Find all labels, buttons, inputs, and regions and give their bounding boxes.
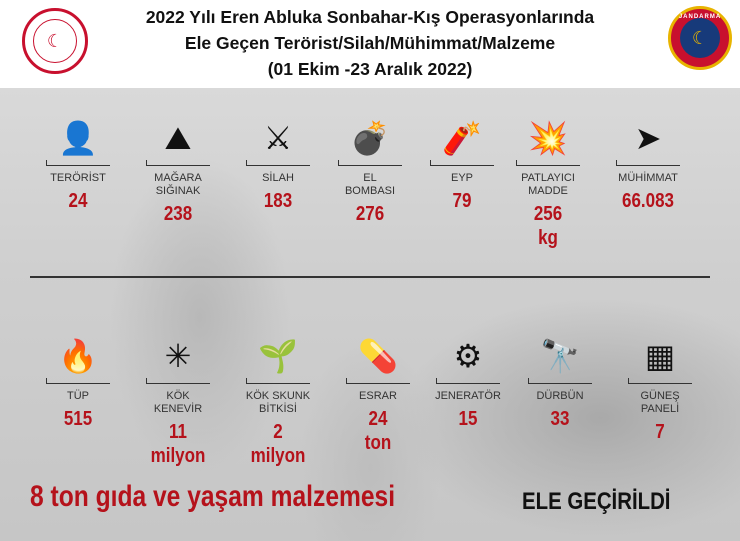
stat-value: 2 milyon <box>250 421 306 467</box>
stat-item: 🧨 EYP 79 <box>412 118 512 213</box>
stat-value: 66.083 <box>621 190 674 212</box>
stat-label: KÖK KENEVİR <box>153 390 203 415</box>
generator-icon: ⚙ <box>453 338 483 374</box>
sprout-icon: 🌱 <box>258 338 298 374</box>
jandarma-logo: JANDARMA ☾ <box>668 6 732 70</box>
stat-value: 515 <box>63 408 93 430</box>
stat-value: 238 <box>163 203 193 225</box>
icon-baseline <box>616 160 680 166</box>
stat-value: 33 <box>550 408 570 430</box>
stat-label: MÜHİMMAT <box>618 172 678 184</box>
stat-item: ⛰ MAĞARA SIĞINAK 238 <box>128 118 228 226</box>
header: ☾ 2022 Yılı Eren Abluka Sonbahar-Kış Ope… <box>0 0 740 88</box>
gas-cylinder-icon: 🔥 <box>58 338 98 374</box>
stat-item: ➤ MÜHİMMAT 66.083 <box>598 118 698 213</box>
stat-label: TÜP <box>67 390 89 402</box>
seized-text: ELE GEÇİRİLDİ <box>522 488 671 515</box>
stat-value: 7 <box>655 421 665 443</box>
stat-label: ESRAR <box>359 390 397 402</box>
terrorist-icon: 👤 <box>58 120 98 156</box>
stat-item: 💊 ESRAR 24 ton <box>328 336 428 455</box>
stat-label: GÜNEŞ PANELİ <box>640 390 680 415</box>
icon-baseline <box>516 160 580 166</box>
grenade-icon: 💣 <box>350 120 390 156</box>
stat-item: 🌱 KÖK SKUNK BİTKİSİ 2 milyon <box>228 336 328 468</box>
stat-item: 🔭 DÜRBÜN 33 <box>510 336 610 431</box>
solar-panel-icon: ▦ <box>644 338 676 374</box>
bullet-icon: ➤ <box>634 120 662 156</box>
stat-label: SİLAH <box>262 172 294 184</box>
icon-baseline <box>346 378 410 384</box>
icon-baseline <box>628 378 692 384</box>
stat-value: 183 <box>263 190 293 212</box>
food-supplies-text: 8 ton gıda ve yaşam malzemesi <box>30 480 396 513</box>
stat-value: 24 ton <box>364 408 392 454</box>
explosive-icon: 💥 <box>528 120 568 156</box>
stat-value: 24 <box>68 190 88 212</box>
title-line-1: 2022 Yılı Eren Abluka Sonbahar-Kış Opera… <box>145 7 595 27</box>
stat-item: ⚔ SİLAH 183 <box>228 118 328 213</box>
cave-icon: ⛰ <box>164 120 192 156</box>
stat-item: 💣 EL BOMBASI 276 <box>320 118 420 226</box>
icon-baseline <box>430 160 494 166</box>
stat-label: JENERATÖR <box>435 390 501 402</box>
stat-label: TERÖRİST <box>50 172 106 184</box>
icon-baseline <box>146 378 210 384</box>
icon-baseline <box>146 160 210 166</box>
pills-icon: 💊 <box>358 338 398 374</box>
cannabis-leaf-icon: ✳ <box>164 338 192 374</box>
icon-baseline <box>246 378 310 384</box>
stat-value: 256 kg <box>533 203 563 249</box>
stat-value: 15 <box>458 408 478 430</box>
stat-label: DÜRBÜN <box>536 390 584 402</box>
stat-label: PATLAYICI MADDE <box>521 172 575 197</box>
stat-label: EL BOMBASI <box>344 172 396 197</box>
binoculars-icon: 🔭 <box>540 338 580 374</box>
stat-item: ⚙ JENERATÖR 15 <box>418 336 518 431</box>
stat-item: 🔥 TÜP 515 <box>28 336 128 431</box>
title-line-3: (01 Ekim -23 Aralık 2022) <box>267 59 473 79</box>
rifle-icon: ⚔ <box>263 120 293 156</box>
stat-value: 276 <box>355 203 385 225</box>
title-line-2: Ele Geçen Terörist/Silah/Mühimmat/Malzem… <box>184 33 556 53</box>
stat-item: 👤 TERÖRİST 24 <box>28 118 128 213</box>
ied-icon: 🧨 <box>442 120 482 156</box>
icon-baseline <box>528 378 592 384</box>
icon-baseline <box>46 378 110 384</box>
ministry-seal-logo: ☾ <box>22 8 88 74</box>
icon-baseline <box>338 160 402 166</box>
icon-baseline <box>436 378 500 384</box>
stat-label: KÖK SKUNK BİTKİSİ <box>245 390 311 415</box>
icon-baseline <box>46 160 110 166</box>
divider <box>30 276 710 278</box>
icon-baseline <box>246 160 310 166</box>
stat-item: ▦ GÜNEŞ PANELİ 7 <box>610 336 710 444</box>
stat-value: 79 <box>452 190 472 212</box>
stat-item: 💥 PATLAYICI MADDE 256 kg <box>498 118 598 250</box>
stat-label: EYP <box>450 172 473 184</box>
stat-item: ✳ KÖK KENEVİR 11 milyon <box>128 336 228 468</box>
stat-label: MAĞARA SIĞINAK <box>154 172 202 197</box>
stat-value: 11 milyon <box>150 421 206 467</box>
